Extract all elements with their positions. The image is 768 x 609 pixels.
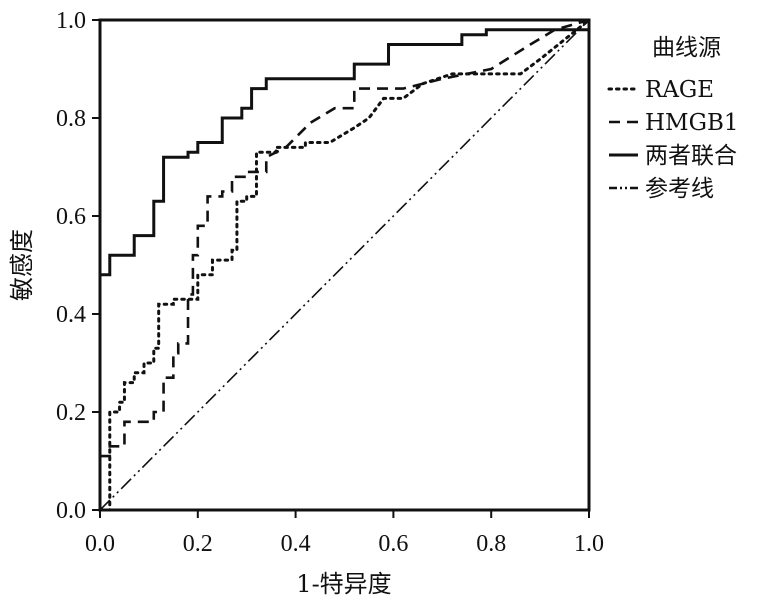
y-axis-title: 敏感度 xyxy=(8,229,36,301)
y-tick-label: 0.8 xyxy=(56,106,86,132)
legend-label-1: HMGB1 xyxy=(645,110,739,136)
y-tick-label: 0.2 xyxy=(56,400,86,426)
legend-label-3: 参考线 xyxy=(645,176,714,202)
ticks-layer: 0.0 0.2 0.4 0.6 0.8 1.0 0.0 0.2 0.4 0.6 0.8 1.0 xyxy=(56,8,604,557)
y-tick-label: 0.0 xyxy=(56,498,86,524)
x-tick-label: 0.8 xyxy=(476,531,506,557)
legend-label-2: 两者联合 xyxy=(645,143,737,169)
y-tick-label: 0.6 xyxy=(56,204,86,230)
series-line-0 xyxy=(98,18,591,512)
plot-frame xyxy=(98,18,591,512)
x-tick-label: 0.6 xyxy=(378,531,408,557)
x-axis-title: 1-特异度 xyxy=(296,570,391,598)
legend-title: 曲线源 xyxy=(652,35,721,61)
series-line-1 xyxy=(98,18,590,510)
series-line-3 xyxy=(99,19,590,511)
x-tick-label: 0.2 xyxy=(183,531,213,557)
x-tick-label: 1.0 xyxy=(574,531,604,557)
x-tick-label: 0.4 xyxy=(281,531,311,557)
y-tick-label: 0.4 xyxy=(56,302,86,328)
legend-label-0: RAGE xyxy=(645,77,714,103)
y-tick-label: 1.0 xyxy=(56,8,86,34)
series-line-2 xyxy=(98,20,591,510)
x-tick-label: 0.0 xyxy=(85,531,115,557)
series-layer xyxy=(98,18,591,512)
